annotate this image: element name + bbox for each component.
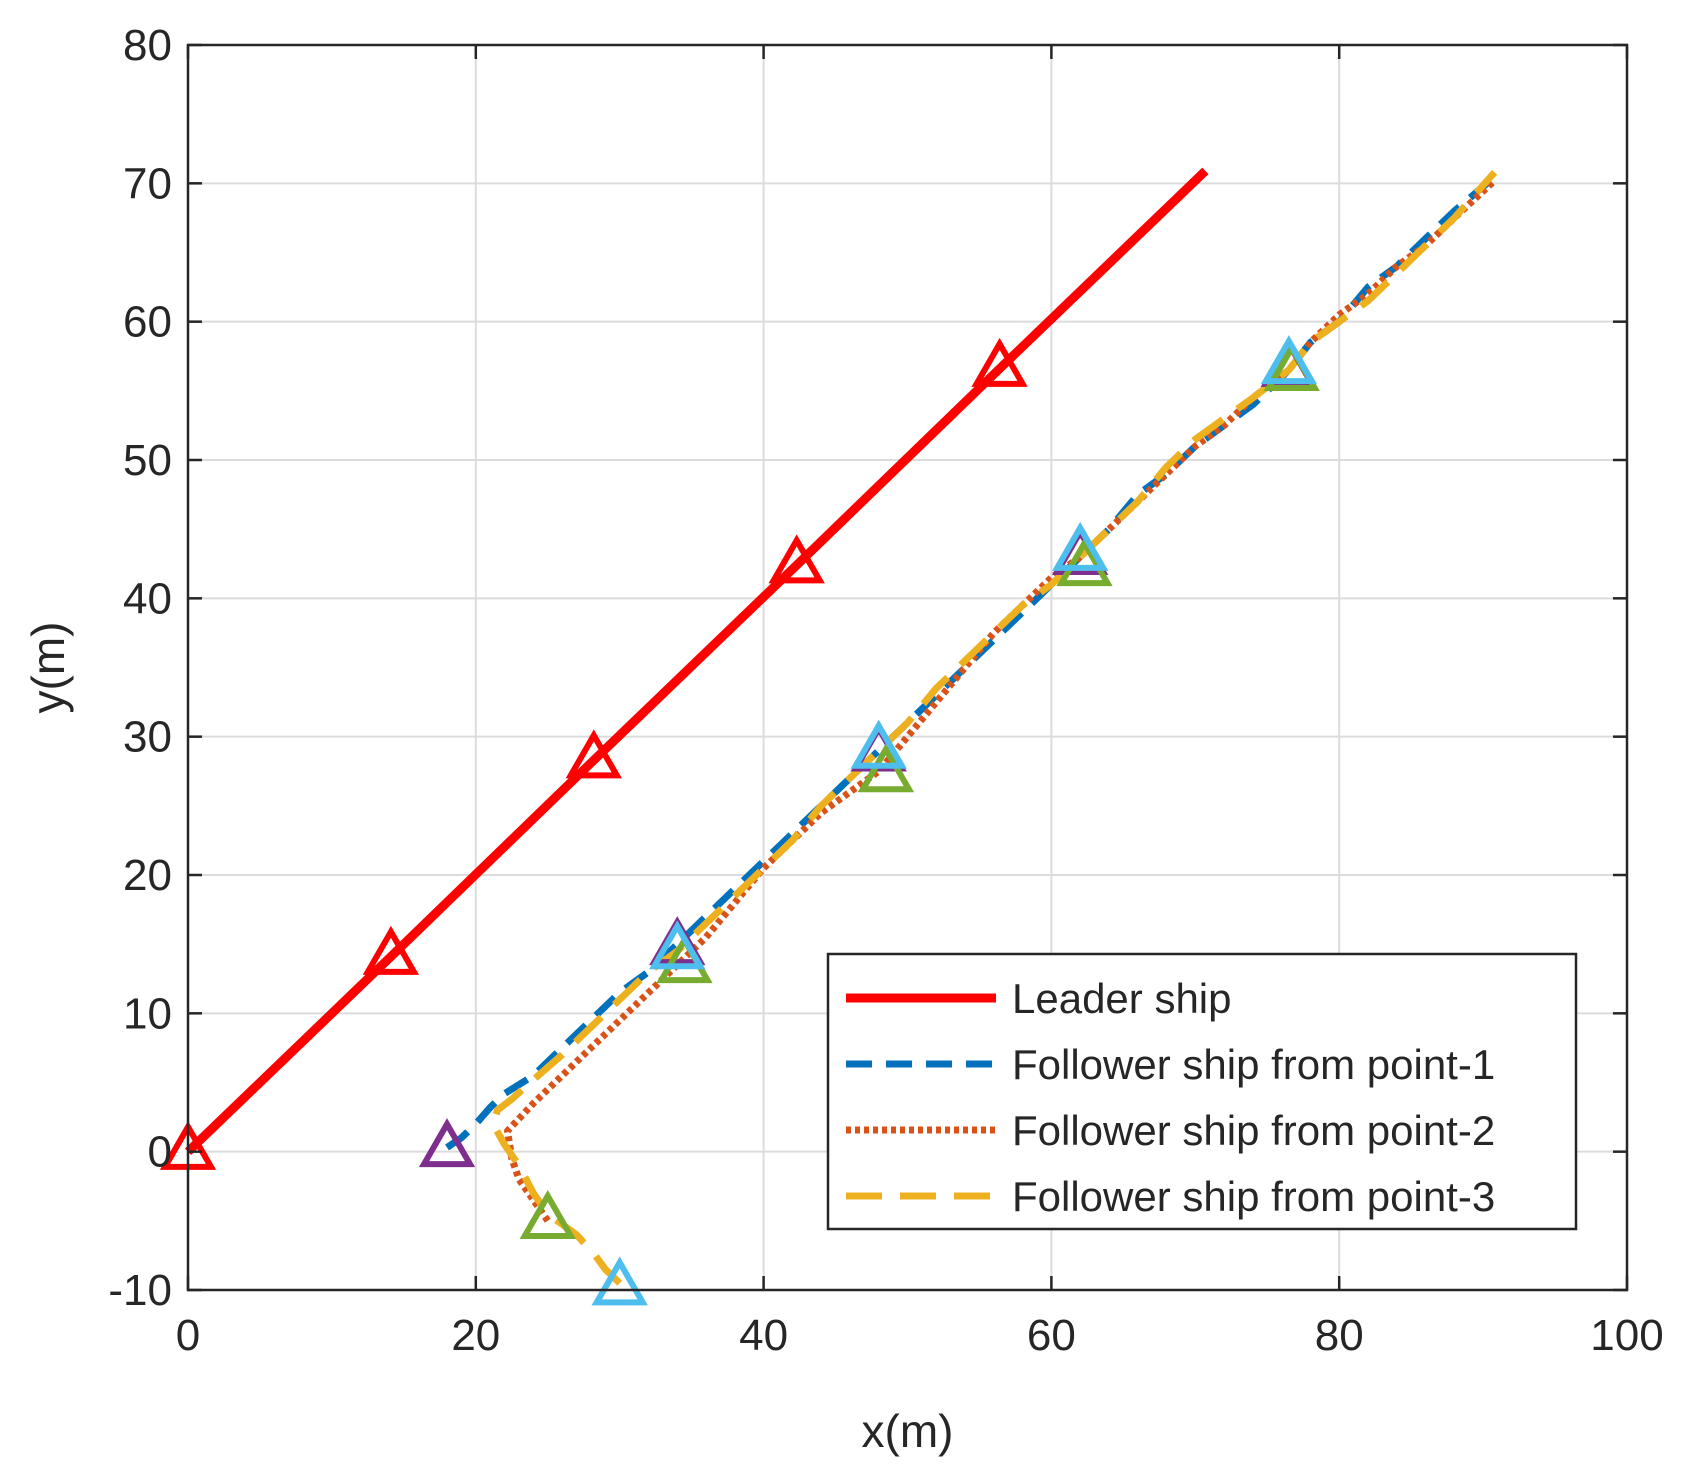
y-tick-label: 80 bbox=[123, 21, 172, 70]
y-axis-label: y(m) bbox=[22, 622, 74, 714]
series-line-1 bbox=[184, 167, 1209, 1155]
y-tick-label: 70 bbox=[123, 159, 172, 208]
triangle-markers bbox=[159, 335, 1320, 1306]
triangle-marker-1-5 bbox=[971, 337, 1028, 387]
x-tick-label: 20 bbox=[451, 1311, 500, 1360]
x-tick-label: 40 bbox=[739, 1311, 788, 1360]
triangle-marker-4-2 bbox=[649, 920, 706, 970]
triangle-marker-3-3 bbox=[857, 743, 915, 793]
y-tick-label: 50 bbox=[123, 436, 172, 485]
x-axis-label: x(m) bbox=[862, 1405, 954, 1457]
y-tick-label: 0 bbox=[148, 1128, 172, 1177]
plot-frame bbox=[186, 43, 1629, 1292]
legend-items: Leader ship Follower ship from point-1 Fol… bbox=[846, 975, 1495, 1220]
legend-label-2: Follower ship from point-1 bbox=[1012, 1041, 1495, 1088]
legend-label-4: Follower ship from point-3 bbox=[1012, 1173, 1495, 1220]
triangle-marker-4-1 bbox=[591, 1256, 648, 1306]
triangle-marker-4-3 bbox=[850, 719, 907, 769]
triangle-marker-4-4 bbox=[1051, 521, 1109, 571]
x-tick-label: 80 bbox=[1315, 1311, 1364, 1360]
triangle-marker-1-3 bbox=[565, 729, 622, 779]
triangle-marker-3-1 bbox=[519, 1190, 576, 1240]
triangle-marker-2-1 bbox=[418, 1118, 476, 1168]
y-tick-label: -10 bbox=[108, 1266, 172, 1315]
legend-label-1: Leader ship bbox=[1012, 975, 1232, 1022]
triangle-marker-3-4 bbox=[1056, 537, 1113, 587]
triangle-marker-1-4 bbox=[768, 534, 825, 584]
y-tick-label: 20 bbox=[123, 851, 172, 900]
y-tick-label: 60 bbox=[123, 298, 172, 347]
y-tick-label: 10 bbox=[123, 989, 172, 1038]
x-tick-label: 60 bbox=[1027, 1311, 1076, 1360]
x-tick-label: 100 bbox=[1590, 1311, 1663, 1360]
triangle-marker-1-2 bbox=[362, 925, 420, 975]
triangle-marker-4-5 bbox=[1260, 335, 1318, 385]
legend: Leader ship Follower ship from point-1 Fol… bbox=[826, 952, 1578, 1231]
series-line-4 bbox=[489, 169, 1498, 1286]
y-tick-label: 30 bbox=[123, 713, 172, 762]
x-tick-label: 0 bbox=[176, 1311, 200, 1360]
series-lines bbox=[184, 167, 1498, 1286]
y-tick-label: 40 bbox=[123, 574, 172, 623]
legend-label-3: Follower ship from point-2 bbox=[1012, 1107, 1495, 1154]
